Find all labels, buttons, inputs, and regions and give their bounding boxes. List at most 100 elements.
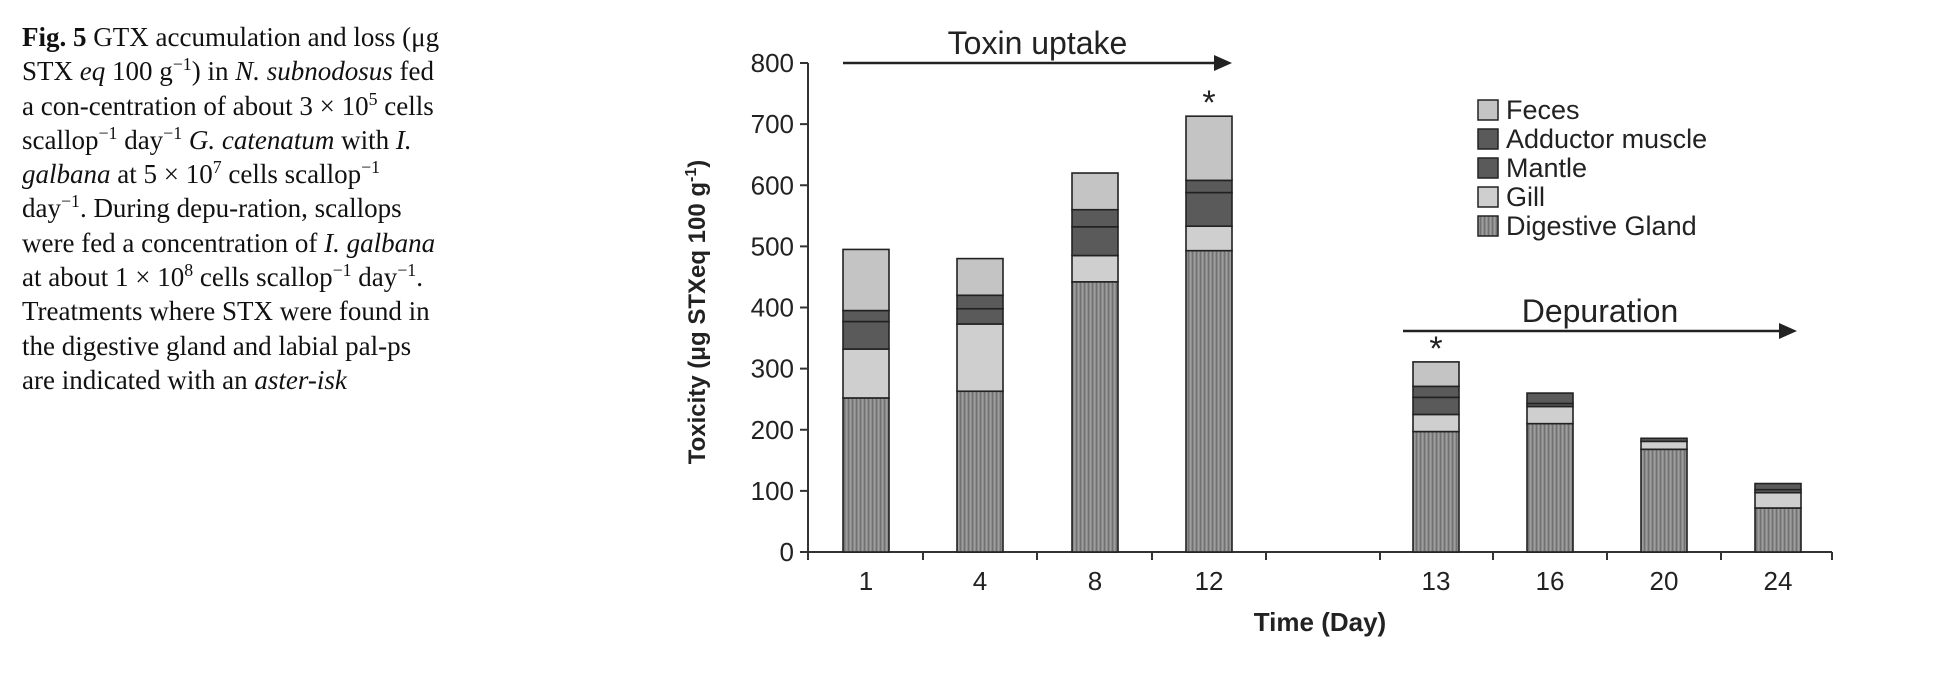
bar-digestive-gland-day-16: [1526, 422, 1574, 553]
caption-run: 8: [184, 259, 194, 280]
bar-adductor-muscle-day-4: [956, 294, 1004, 310]
caption-run: −1: [98, 122, 118, 143]
y-tick-label: 0: [780, 537, 794, 567]
caption-run: 7: [212, 157, 222, 178]
y-tick-label: 600: [751, 170, 794, 200]
bar-digestive-gland-day-1: [842, 397, 890, 553]
figure-label: Fig. 5: [22, 22, 87, 52]
caption-run: day: [22, 193, 61, 224]
y-tick-label: 400: [751, 293, 794, 323]
annotations: Toxin uptake Depuration: [843, 25, 1797, 339]
caption-run: GTX accumulation and loss (μg STX: [22, 22, 440, 87]
legend-label: Mantle: [1506, 153, 1587, 183]
bar-adductor-muscle-day-24: [1754, 482, 1802, 491]
bar-mantle-day-8: [1071, 226, 1119, 257]
bar-gill-day-1: [842, 348, 890, 399]
caption-run: I. galbana: [22, 124, 412, 190]
x-tick-label: 1: [859, 566, 873, 596]
caption-run: −1: [60, 191, 80, 212]
caption-run: −1: [397, 259, 417, 280]
y-tick-label: 500: [751, 231, 794, 261]
x-tick-label: 20: [1650, 566, 1679, 596]
arrow-head-icon: [1214, 55, 1232, 71]
y-label-close: ): [684, 160, 711, 168]
bar-gill-day-8: [1071, 254, 1119, 283]
y-label-text: Toxicity (μg STXeq 100 g: [684, 182, 711, 464]
caption-run: 5: [368, 88, 378, 109]
x-tick-label: 13: [1422, 566, 1451, 596]
bar-adductor-muscle-day-12: [1185, 179, 1233, 194]
bar-gill-day-12: [1185, 225, 1233, 252]
caption-run: −1: [172, 54, 192, 75]
y-tick-label: 300: [751, 354, 794, 384]
x-tick-label: 8: [1088, 566, 1102, 596]
legend-swatch: [1477, 215, 1499, 237]
y-tick-label: 700: [751, 109, 794, 139]
legend-label: Gill: [1506, 182, 1545, 212]
y-label-superscript: -1: [683, 168, 700, 182]
bar-adductor-muscle-day-16: [1526, 392, 1574, 405]
caption-run: with: [334, 124, 396, 155]
arrow-head-icon: [1779, 323, 1797, 339]
caption-run: day: [351, 261, 398, 292]
bar-gill-day-20: [1640, 440, 1688, 451]
caption-run: I. galbana: [324, 227, 436, 258]
bar-gill-day-16: [1526, 405, 1574, 425]
caption-text: GTX accumulation and loss (μg STX eq 100…: [22, 22, 439, 395]
bar-digestive-gland-day-8: [1071, 281, 1119, 553]
bar-mantle-day-13: [1412, 396, 1460, 416]
bar-digestive-gland-day-20: [1640, 448, 1688, 553]
bar-feces-day-13: [1412, 361, 1460, 388]
x-tick-label: 24: [1764, 566, 1793, 596]
bar-adductor-muscle-day-13: [1412, 385, 1460, 399]
caption-run: cells scallop: [221, 159, 362, 190]
caption-run: eq: [79, 56, 106, 87]
caption-run: . During depu-ration, scallops were fed …: [22, 193, 402, 258]
bar-digestive-gland-day-13: [1412, 430, 1460, 553]
caption-run: 100 g: [105, 56, 173, 87]
bar-digestive-gland-day-12: [1185, 249, 1233, 553]
legend-swatch: [1477, 128, 1499, 150]
bar-digestive-gland-day-4: [956, 390, 1004, 553]
x-axis-label: Time (Day): [1254, 607, 1386, 637]
caption-run: aster-isk: [254, 364, 347, 395]
asterisk-marker: *: [1202, 84, 1215, 122]
caption-run: −1: [332, 259, 352, 280]
caption-run: fed a con-centration of about 3 × 10: [22, 56, 434, 121]
bar-mantle-day-12: [1185, 191, 1233, 228]
legend-swatch: [1477, 186, 1499, 208]
bar-gill-day-13: [1412, 413, 1460, 433]
legend-label: Adductor muscle: [1506, 124, 1707, 154]
y-tick-label: 800: [751, 48, 794, 78]
bar-feces-day-4: [956, 257, 1004, 297]
y-tick-label: 100: [751, 476, 794, 506]
caption-run: cells scallop: [193, 261, 333, 292]
bar-gill-day-24: [1754, 491, 1802, 509]
caption-run: at about 1 × 10: [22, 261, 185, 292]
caption-run: at 5 × 10: [110, 159, 213, 190]
y-axis-label: Toxicity (μg STXeq 100 g-1): [683, 160, 711, 465]
caption-run: N. subnodosus: [235, 56, 393, 87]
caption-run: cells scallop: [22, 90, 434, 155]
bar-mantle-day-4: [956, 307, 1004, 325]
x-tick-label: 12: [1195, 566, 1224, 596]
bar-feces-day-8: [1071, 172, 1119, 211]
legend-swatch: [1477, 157, 1499, 179]
annotation-label: Toxin uptake: [948, 25, 1128, 61]
y-tick-label: 200: [751, 415, 794, 445]
bar-digestive-gland-day-24: [1754, 507, 1802, 553]
caption-run: G. catenatum: [188, 124, 335, 155]
x-tick-label: 4: [973, 566, 987, 596]
bar-feces-day-12: [1185, 115, 1233, 182]
bar-adductor-muscle-day-20: [1640, 437, 1688, 443]
bar-feces-day-1: [842, 248, 890, 312]
plot-area: 0 100 200 300 400 500 600 700 800 1 4 8 12 * 13 * 16 20 24: [751, 48, 1833, 596]
bar-adductor-muscle-day-8: [1071, 208, 1119, 228]
caption-run: day: [117, 124, 164, 155]
caption-run: . Treatments where STX were found in the…: [22, 261, 430, 395]
figure-caption: Fig. 5 GTX accumulation and loss (μg STX…: [22, 20, 442, 397]
caption-run: −1: [163, 122, 183, 143]
caption-run: ) in: [191, 56, 236, 87]
